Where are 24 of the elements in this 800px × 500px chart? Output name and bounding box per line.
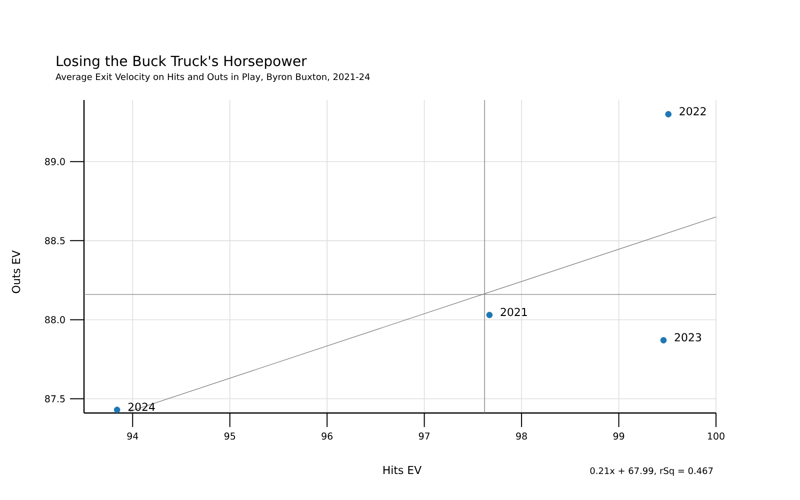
annotation: 2022: [680, 107, 706, 116]
chart-title: Losing the Buck Truck's Horsepower: [56, 55, 307, 69]
x-tick-label: 96: [322, 432, 333, 440]
y-tick-label: 88.0: [45, 316, 65, 324]
x-tick-label: 99: [613, 432, 624, 440]
x-tick-label: 100: [708, 432, 724, 440]
point: [660, 337, 667, 344]
y-axis-title: Outs EV: [12, 250, 20, 294]
annotation: 2021: [500, 308, 527, 316]
y-tick-label: 88.5: [45, 237, 65, 244]
x-tick-label: 94: [127, 432, 138, 440]
y-tick-label: 87.5: [45, 395, 65, 402]
point: [486, 312, 493, 318]
chart-subtitle: Average Exit Velocity on Hits and Outs in Play, Byron Buxton, 2021-24: [56, 73, 370, 82]
text: 0.21x + 67.99, rSq = 0.467: [590, 467, 713, 476]
annotation: 2023: [674, 333, 702, 342]
point: [114, 406, 120, 414]
x-tick-label: 98: [516, 432, 527, 440]
x-tick-label: 95: [224, 432, 236, 440]
point: [665, 111, 672, 118]
x-tick-label: 97: [418, 432, 430, 440]
annotation: 2024: [128, 402, 155, 411]
y-tick-label: 89.0: [45, 158, 65, 166]
x-axis-title: Hits EV: [383, 466, 422, 474]
